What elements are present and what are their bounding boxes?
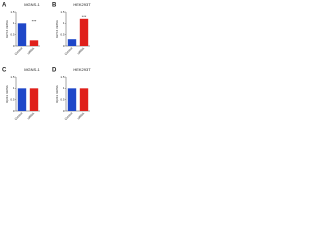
y-tick-label: 0 <box>13 109 15 113</box>
x-tick-label: Control <box>14 46 24 56</box>
bar <box>17 23 27 46</box>
chart-title: MGNS-1 <box>24 2 40 7</box>
x-tick-label: siRNA <box>76 46 85 55</box>
y-tick-label: 1 <box>13 21 15 25</box>
y-tick-label: 0 <box>63 44 65 48</box>
y-tick-label: 1 <box>63 21 65 25</box>
x-tick-label: siRNA <box>26 111 35 120</box>
significance: *** <box>82 14 87 19</box>
panel-letter: B <box>52 3 57 9</box>
bar <box>79 88 89 111</box>
panel-letter: A <box>2 3 7 9</box>
y-tick-label: 1 <box>13 86 15 90</box>
bar <box>67 88 77 111</box>
y-tick-label: 1 <box>63 86 65 90</box>
y-tick-label: 0.5 <box>60 32 65 36</box>
y-tick-label: 1.5 <box>60 75 65 79</box>
x-tick-label: Control <box>14 111 24 121</box>
y-tick-label: 1.5 <box>10 75 15 79</box>
y-axis-label: Rpl13 mRNA <box>55 85 59 103</box>
y-tick-label: 0 <box>63 109 65 113</box>
bar <box>17 88 27 111</box>
x-tick-label: siRNA <box>26 46 35 55</box>
x-tick-label: Control <box>64 111 74 121</box>
y-tick-label: 0.5 <box>10 32 15 36</box>
y-axis-label: GPX4 mRNA <box>5 20 9 38</box>
y-axis-label: Rpl13 mRNA <box>5 85 9 103</box>
x-tick-label: Control <box>64 46 74 56</box>
y-tick-label: 1.5 <box>60 10 65 14</box>
chart-title: HEK293T <box>73 2 91 7</box>
bar <box>29 40 39 46</box>
bar <box>79 18 89 46</box>
y-tick-label: 1.5 <box>10 10 15 14</box>
panel-letter: C <box>2 68 7 74</box>
y-axis-label: GPX4 mRNA <box>55 20 59 38</box>
panel-letter: D <box>52 68 57 74</box>
significance: *** <box>32 18 37 23</box>
bar <box>67 39 77 46</box>
y-tick-label: 0 <box>13 44 15 48</box>
x-tick-label: siRNA <box>76 111 85 120</box>
y-tick-label: 0.5 <box>60 97 65 101</box>
chart-title: MGNS-1 <box>24 67 40 72</box>
chart-title: HEK293T <box>73 67 91 72</box>
bar <box>29 88 39 111</box>
y-tick-label: 0.5 <box>10 97 15 101</box>
